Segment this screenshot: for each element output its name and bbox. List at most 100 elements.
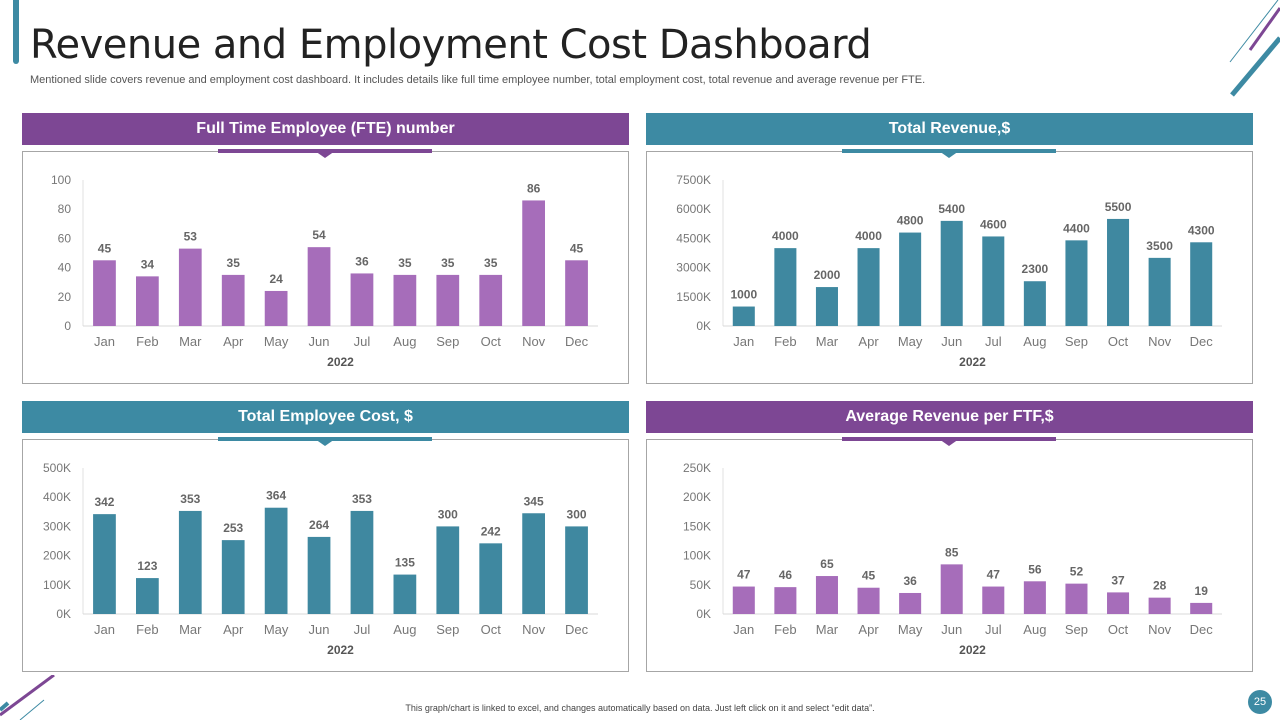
x-tick-label: Feb [136, 334, 158, 349]
bar-apr [221, 274, 245, 326]
x-tick-label: Sep [1065, 334, 1088, 349]
data-label: 3500 [1146, 239, 1173, 253]
chart-total-employee-cost: 0K 100K 200K 300K 400K 500K 342 Jan 123 Feb 353 Mar… [22, 439, 629, 672]
panel-header-total-revenue: Total Revenue,$ [646, 113, 1253, 145]
x-tick-label: Nov [522, 622, 546, 637]
x-tick-label: Jan [733, 334, 754, 349]
bar-nov [1148, 597, 1171, 614]
data-label: 85 [945, 545, 959, 559]
data-label: 2000 [814, 268, 841, 282]
data-label: 5400 [938, 202, 965, 216]
bar-oct [1107, 592, 1130, 614]
bar-feb [136, 578, 159, 614]
data-label: 35 [398, 256, 412, 270]
y-tick-label: 4500K [676, 231, 711, 245]
x-tick-label: Apr [223, 334, 244, 349]
chart-average-revenue-per-fte: 0K 50K 100K 150K 200K 250K 47 Jan 46 Feb 65 Mar 45 Ap… [646, 439, 1253, 672]
data-label: 19 [1195, 584, 1209, 598]
bar-dec [565, 526, 588, 614]
x-tick-label: Jul [354, 622, 371, 637]
bar-sep [1065, 583, 1088, 614]
bar-aug [1023, 281, 1046, 326]
x-tick-label: Jan [733, 622, 754, 637]
data-label: 4000 [855, 229, 882, 243]
y-tick-label: 400K [43, 490, 71, 504]
bar-jan [93, 514, 116, 614]
bar-aug [393, 574, 417, 614]
chart-svg: 0K 100K 200K 300K 400K 500K 342 Jan 123 Feb 353 Mar… [43, 461, 598, 657]
panel-header-total-employee-cost: Total Employee Cost, $ [22, 401, 629, 433]
data-label: 28 [1153, 579, 1167, 593]
x-tick-label: Sep [436, 622, 459, 637]
bar-apr [857, 248, 880, 326]
y-tick-label: 20 [58, 290, 72, 304]
bar-oct [479, 543, 503, 614]
y-tick-label: 500K [43, 461, 71, 475]
x-tick-label: Nov [1148, 334, 1172, 349]
data-label: 36 [355, 254, 369, 268]
bar-dec [1190, 242, 1213, 326]
panel-header-average-revenue-per-fte: Average Revenue per FTF,$ [646, 401, 1253, 433]
data-label: 36 [903, 574, 917, 588]
bar-oct [479, 274, 503, 326]
y-tick-label: 6000K [676, 202, 711, 216]
data-label: 135 [395, 556, 415, 570]
data-label: 4600 [980, 217, 1007, 231]
x-tick-label: Feb [136, 622, 158, 637]
x-tick-label: Nov [1148, 622, 1172, 637]
data-label: 45 [862, 569, 876, 583]
x-tick-label: Jun [941, 334, 962, 349]
y-tick-label: 7500K [676, 173, 711, 187]
bar-may [899, 592, 922, 614]
data-label: 300 [438, 507, 458, 521]
data-label: 342 [94, 495, 114, 509]
bar-may [264, 290, 288, 326]
x-tick-label: Oct [481, 622, 502, 637]
y-tick-label: 80 [58, 202, 72, 216]
x-tick-label: Aug [1023, 622, 1046, 637]
bar-jul [982, 236, 1005, 326]
bar-dec [565, 260, 588, 326]
bar-may [899, 232, 922, 326]
x-tick-label: Jan [94, 334, 115, 349]
y-tick-label: 300K [43, 519, 71, 533]
data-label: 47 [737, 568, 751, 582]
data-label: 45 [98, 241, 112, 255]
bar-apr [221, 540, 245, 614]
x-tick-label: Aug [393, 622, 416, 637]
y-tick-label: 1500K [676, 290, 711, 304]
y-tick-label: 150K [683, 519, 711, 533]
data-label: 37 [1111, 573, 1125, 587]
bar-mar [815, 576, 838, 614]
y-tick-label: 200K [683, 490, 711, 504]
bar-aug [1023, 581, 1046, 614]
x-axis-title: 2022 [327, 355, 354, 369]
y-tick-label: 50K [690, 578, 711, 592]
x-tick-label: Jun [309, 334, 330, 349]
x-axis-title: 2022 [959, 355, 986, 369]
y-tick-label: 3000K [676, 261, 711, 275]
header-pointer [315, 151, 335, 158]
data-label: 86 [527, 181, 541, 195]
page-title: Revenue and Employment Cost Dashboard [30, 22, 872, 68]
x-axis-title: 2022 [327, 643, 354, 657]
bar-mar [178, 248, 202, 326]
x-tick-label: Oct [1108, 622, 1129, 637]
data-label: 35 [484, 256, 498, 270]
data-label: 56 [1028, 562, 1042, 576]
data-label: 4000 [772, 229, 799, 243]
y-tick-label: 0 [64, 319, 71, 333]
data-label: 353 [180, 492, 200, 506]
data-label: 46 [779, 568, 793, 582]
x-tick-label: Mar [816, 622, 839, 637]
data-label: 353 [352, 492, 372, 506]
data-label: 364 [266, 489, 286, 503]
x-tick-label: Jun [941, 622, 962, 637]
data-label: 5500 [1105, 200, 1132, 214]
bar-nov [522, 200, 545, 326]
chart-fte-number: 0 20 40 60 80 100 45 Jan 34 Feb 53 Mar 35 Apr 24 May 54 J… [22, 151, 629, 384]
bar-nov [1148, 257, 1171, 326]
header-pointer [939, 439, 959, 446]
chart-svg: 0K 1500K 3000K 4500K 6000K 7500K 1000 Jan 4000 Fe… [676, 173, 1222, 369]
y-tick-label: 0K [696, 319, 711, 333]
